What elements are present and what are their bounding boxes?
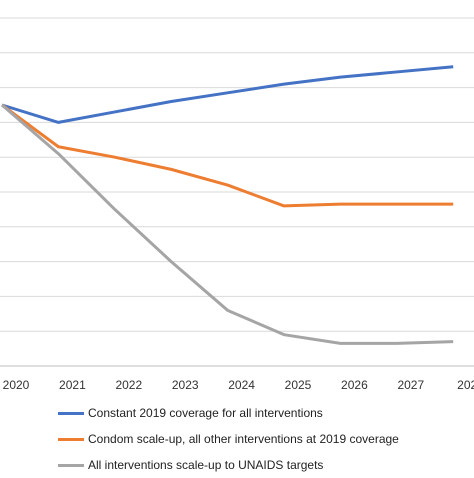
legend-swatch [58, 411, 84, 415]
legend-swatch [58, 437, 84, 441]
series-lines [1, 65, 454, 345]
series-line-2 [1, 103, 454, 208]
legend-label: Constant 2019 coverage for all intervent… [88, 406, 323, 420]
x-tick-label: 2026 [341, 378, 368, 392]
x-tick-label: 2023 [172, 378, 199, 392]
gridlines [0, 17, 474, 367]
x-tick-label: 2020 [3, 378, 30, 392]
x-tick-label: 2021 [59, 378, 86, 392]
legend-swatch [58, 463, 84, 467]
legend: Constant 2019 coverage for all intervent… [58, 400, 399, 478]
x-tick-label: 2024 [228, 378, 255, 392]
series-line-3 [1, 103, 454, 345]
x-tick-label: 202 [457, 378, 474, 392]
x-tick-label: 2022 [115, 378, 142, 392]
series-line-1 [1, 65, 454, 124]
legend-item: Constant 2019 coverage for all intervent… [58, 400, 399, 426]
x-axis-ticks: 2020 2021 2022 2023 2024 2025 2026 2027 202 [3, 378, 474, 392]
legend-label: Condom scale-up, all other interventions… [88, 432, 399, 446]
legend-item: All interventions scale-up to UNAIDS tar… [58, 452, 399, 478]
x-tick-label: 2027 [397, 378, 424, 392]
legend-label: All interventions scale-up to UNAIDS tar… [88, 458, 324, 472]
legend-item: Condom scale-up, all other interventions… [58, 426, 399, 452]
x-tick-label: 2025 [285, 378, 312, 392]
